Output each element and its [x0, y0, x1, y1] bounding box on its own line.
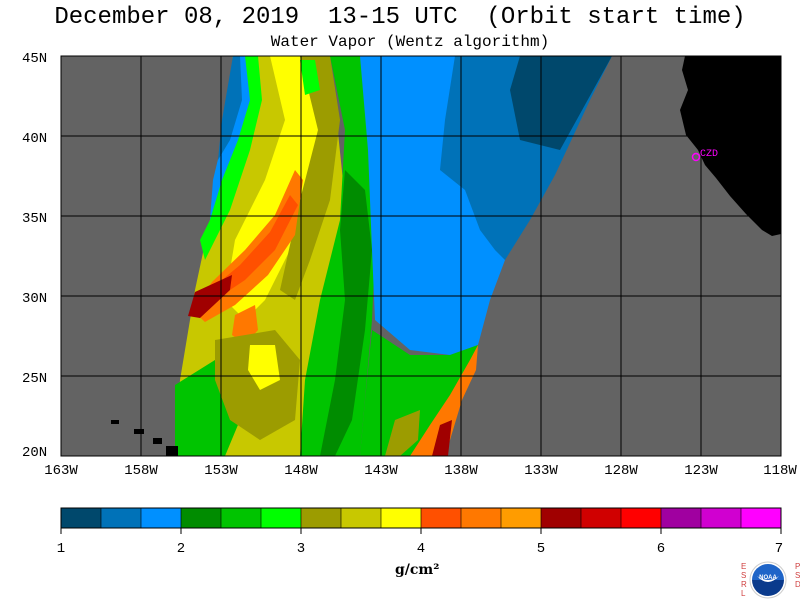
colorbar-swatch	[261, 508, 302, 528]
station-marker-icon	[691, 152, 701, 162]
colorbar-swatch	[621, 508, 662, 528]
swath-west-edge-dark-blue	[218, 56, 242, 160]
colorbar-swatch	[101, 508, 142, 528]
mid-bright-green	[300, 60, 320, 95]
colorbar-swatch	[341, 508, 382, 528]
colorbar-tick-label: 1	[57, 541, 65, 557]
colorbar-swatch	[221, 508, 262, 528]
noaa-logo-sky	[752, 564, 784, 580]
colorbar-tick-label: 6	[657, 541, 665, 557]
lon-label-163w: 163W	[44, 463, 78, 479]
south-swath-yellow	[248, 345, 280, 390]
station-label: CZD	[700, 149, 718, 160]
lat-label-30n: 30N	[22, 291, 47, 307]
colorbar-ticks: 1 2 3 4 5 6 7	[57, 528, 783, 557]
lon-label-128w: 128W	[604, 463, 638, 479]
colorbar-swatch	[461, 508, 502, 528]
lon-label-118w: 118W	[763, 463, 797, 479]
se-edge-olive	[385, 410, 420, 456]
colorbar-swatch	[741, 508, 782, 528]
lon-label-133w: 133W	[524, 463, 558, 479]
lon-label-153w: 153W	[204, 463, 238, 479]
colorbar-swatch	[381, 508, 422, 528]
colorbar-swatch	[421, 508, 462, 528]
colorbar-swatch	[501, 508, 542, 528]
page-title: December 08, 2019 13-15 UTC (Orbit start…	[54, 4, 746, 31]
colorbar-tick-label: 2	[177, 541, 185, 557]
land-kauai	[111, 420, 119, 424]
colorbar-swatch	[61, 508, 102, 528]
lat-label-35n: 35N	[22, 211, 47, 227]
lon-label-148w: 148W	[284, 463, 318, 479]
noaa-logo-text: NOAA	[759, 575, 777, 581]
colorbar-swatch	[141, 508, 182, 528]
colorbar-swatch	[581, 508, 622, 528]
lat-label-45n: 45N	[22, 51, 47, 67]
colorbar-tick-label: 3	[297, 541, 305, 557]
colorbar-tick-label: 4	[417, 541, 425, 557]
se-edge-red	[432, 420, 452, 456]
colorbar-swatch	[181, 508, 222, 528]
land-maui	[153, 438, 162, 444]
colorbar-swatch	[541, 508, 582, 528]
map-frame	[60, 55, 782, 457]
colorbar-unit-label: g/cm²	[395, 562, 440, 578]
lon-label-123w: 123W	[684, 463, 718, 479]
dry-region-teal	[510, 56, 612, 150]
lon-label-138w: 138W	[444, 463, 478, 479]
colorbar-swatch	[661, 508, 702, 528]
colorbar-swatch	[701, 508, 742, 528]
noaa-logo-sea	[752, 580, 784, 596]
lon-label-158w: 158W	[124, 463, 158, 479]
noaa-logo-bird	[757, 576, 779, 582]
colorbar-tick-label: 5	[537, 541, 545, 557]
lon-label-143w: 143W	[364, 463, 398, 479]
colorbar-tick-label: 7	[775, 541, 783, 557]
lat-label-40n: 40N	[22, 131, 47, 147]
map-area: CZD	[61, 56, 781, 456]
grid-lines	[61, 56, 781, 456]
colorbar	[61, 508, 782, 528]
lat-label-25n: 25N	[22, 371, 47, 387]
land-big-island	[166, 446, 178, 456]
colorbar-swatch	[301, 508, 342, 528]
land-oahu	[134, 429, 144, 434]
page-subtitle: Water Vapor (Wentz algorithm)	[270, 33, 550, 51]
mid-dark-green-band	[320, 170, 372, 456]
plume-olive	[280, 56, 340, 300]
se-edge-green	[360, 330, 478, 456]
land-california	[680, 56, 781, 236]
lat-label-20n: 20N	[22, 445, 47, 461]
